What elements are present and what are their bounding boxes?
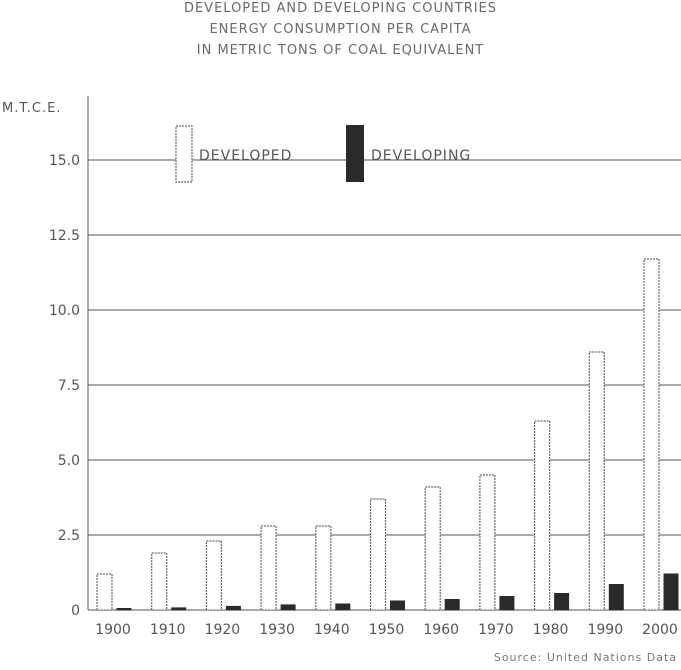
bar-developed (533, 420, 551, 611)
chart-title-line-2: ENERGY CONSUMPTION PER CAPITA (209, 22, 472, 37)
chart-title-line-1: DEVELOPED AND DEVELOPING COUNTRIES (183, 1, 498, 16)
bar-developed (205, 540, 222, 611)
y-tick-label: 0 (71, 603, 80, 619)
bar-developed (424, 486, 441, 611)
legend-label-developed: DEVELOPED (199, 148, 292, 164)
legend-label-developing: DEVELOPING (371, 148, 471, 164)
bar-developed (315, 525, 332, 611)
y-tick-label: 15.0 (49, 153, 80, 169)
chart-title-line-3: IN METRIC TONS OF COAL EQUIVALENT (196, 43, 485, 58)
x-tick-label: 1900 (95, 622, 131, 638)
bar-developed (369, 498, 387, 611)
y-tick-label: 12.5 (49, 228, 80, 244)
bar-developing (663, 573, 679, 611)
bar-developed (588, 351, 605, 611)
x-tick-label: 1910 (150, 622, 186, 638)
legend-swatch-developing (346, 125, 364, 182)
bar-developed (643, 258, 660, 611)
x-tick-label: 1970 (478, 622, 514, 638)
bar-developing (171, 607, 187, 611)
x-tick-label: 1920 (205, 622, 241, 638)
bar-developing (554, 593, 570, 611)
x-tick-label: 1940 (314, 622, 350, 638)
bar-developing (444, 599, 460, 611)
x-tick-label: 1950 (369, 622, 405, 638)
y-tick-label: 7.5 (58, 378, 80, 394)
bar-developing (608, 584, 624, 611)
y-tick-label: 2.5 (58, 528, 80, 544)
bar-developing (335, 603, 351, 611)
x-tick-label: 1990 (587, 622, 623, 638)
x-tick-label: 2000 (642, 622, 678, 638)
bar-developing (499, 596, 515, 611)
bar-developed (96, 573, 113, 611)
bar-developed (479, 474, 496, 611)
bar-developed (151, 552, 168, 611)
bar-developing (116, 608, 132, 611)
x-tick-label: 1980 (533, 622, 569, 638)
y-tick-label: 10.0 (49, 303, 80, 319)
x-tick-label: 1960 (423, 622, 459, 638)
x-tick-label: 1930 (259, 622, 295, 638)
y-tick-label: 5.0 (58, 453, 80, 469)
legend-swatch-developed (175, 125, 193, 183)
bar-developing (390, 600, 405, 611)
y-axis-label: M.T.C.E. (2, 101, 61, 116)
bar-developed (260, 525, 277, 611)
bar-developing (225, 605, 241, 611)
source-note: Source: United Nations Data (493, 651, 677, 664)
bar-developing (280, 604, 296, 611)
